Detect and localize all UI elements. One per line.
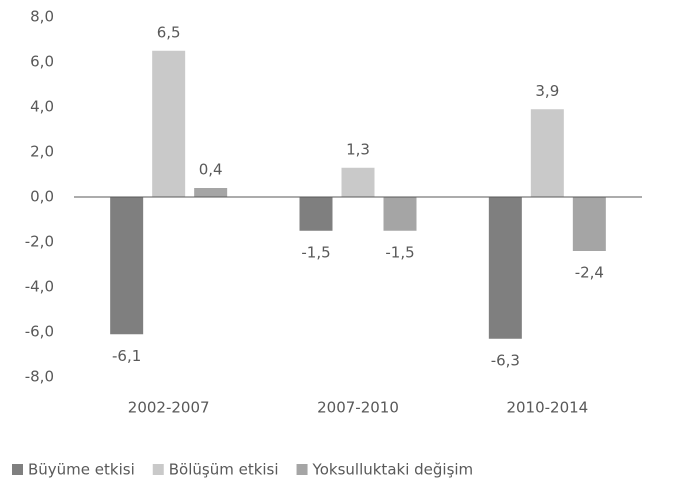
bar [299, 197, 333, 231]
bar [488, 197, 522, 339]
legend-label: Yoksulluktaki değişim [312, 461, 474, 479]
y-tick-label: -8,0 [25, 368, 54, 386]
y-tick-label: 2,0 [30, 143, 54, 161]
value-label: -1,5 [385, 243, 414, 261]
value-label: -1,5 [301, 243, 330, 261]
bar [194, 188, 228, 197]
bar [383, 197, 417, 231]
legend-swatch [152, 464, 164, 475]
value-label: 0,4 [199, 161, 223, 179]
value-label: -6,3 [491, 351, 520, 369]
y-tick-label: -4,0 [25, 278, 54, 296]
y-tick-label: 4,0 [30, 98, 54, 116]
legend-label: Büyüme etkisi [28, 461, 135, 479]
x-tick-label: 2007-2010 [317, 399, 399, 417]
legend-swatch [12, 464, 23, 475]
y-tick-label: -6,0 [25, 323, 54, 341]
y-tick-label: 6,0 [30, 53, 54, 71]
x-tick-label: 2002-2007 [128, 399, 210, 417]
bar [572, 197, 606, 251]
x-tick-label: 2010-2014 [506, 399, 588, 417]
bar [530, 109, 564, 197]
y-tick-label: -2,0 [25, 233, 54, 251]
value-label: -6,1 [112, 347, 141, 365]
bar [341, 167, 375, 197]
value-label: -2,4 [575, 264, 604, 282]
bar [152, 50, 186, 197]
value-label: 6,5 [157, 23, 181, 41]
value-label: 3,9 [535, 82, 559, 100]
y-tick-label: 0,0 [30, 188, 54, 206]
bar [110, 197, 144, 335]
legend-label: Bölüşüm etkisi [169, 461, 279, 479]
value-label: 1,3 [346, 140, 370, 158]
legend-swatch [296, 464, 308, 475]
y-tick-label: 8,0 [30, 8, 54, 26]
